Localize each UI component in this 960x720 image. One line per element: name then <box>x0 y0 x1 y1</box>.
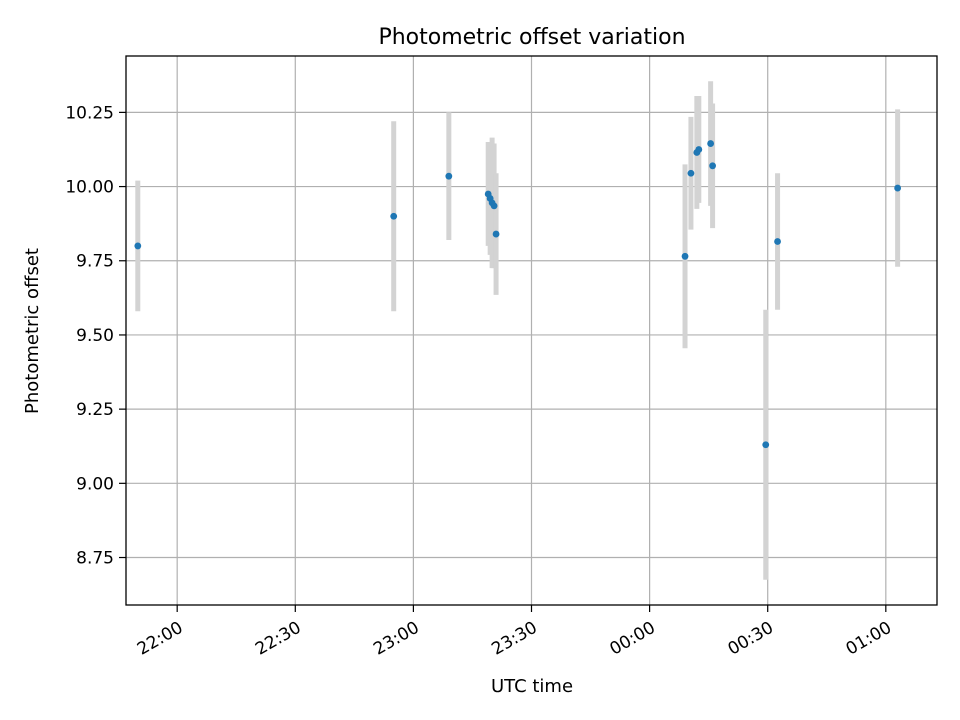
error-bars <box>135 81 901 580</box>
x-tick-label: 00:00 <box>606 618 658 660</box>
x-tick-label: 22:30 <box>252 618 304 660</box>
data-point <box>490 202 498 210</box>
x-tick-label: 00:30 <box>725 618 777 660</box>
data-point <box>707 140 715 147</box>
x-tick-label: 23:30 <box>488 618 540 660</box>
grid <box>126 56 937 605</box>
y-axis: 8.75 9.00 9.25 9.50 9.75 10.00 10.25 <box>65 103 126 568</box>
data-point <box>894 184 902 192</box>
y-tick-label: 9.50 <box>76 326 114 346</box>
y-tick-label: 10.00 <box>65 178 114 198</box>
y-axis-label: Photometric offset <box>22 248 43 414</box>
y-tick-label: 9.25 <box>76 400 114 420</box>
x-axis-label: UTC time <box>491 676 573 697</box>
data-points <box>134 140 902 449</box>
data-point <box>681 252 689 260</box>
data-point <box>390 212 398 220</box>
x-tick-label: 23:00 <box>370 618 422 660</box>
x-tick-label: 22:00 <box>134 618 186 660</box>
y-tick-label: 9.75 <box>76 252 114 272</box>
data-point <box>134 242 142 250</box>
data-point <box>762 441 770 449</box>
x-tick-label: 01:00 <box>843 618 895 660</box>
chart-title: Photometric offset variation <box>378 25 685 50</box>
x-axis: 22:00 22:30 23:00 23:30 00:00 00:30 01:00 <box>134 605 895 660</box>
y-tick-label: 9.00 <box>76 474 114 494</box>
y-tick-label: 10.25 <box>65 103 114 123</box>
data-point <box>709 162 716 170</box>
data-point <box>445 172 453 180</box>
data-point <box>687 169 695 177</box>
y-tick-label: 8.75 <box>76 548 114 568</box>
data-point <box>492 230 500 238</box>
data-point <box>774 238 781 245</box>
data-point <box>695 146 703 153</box>
